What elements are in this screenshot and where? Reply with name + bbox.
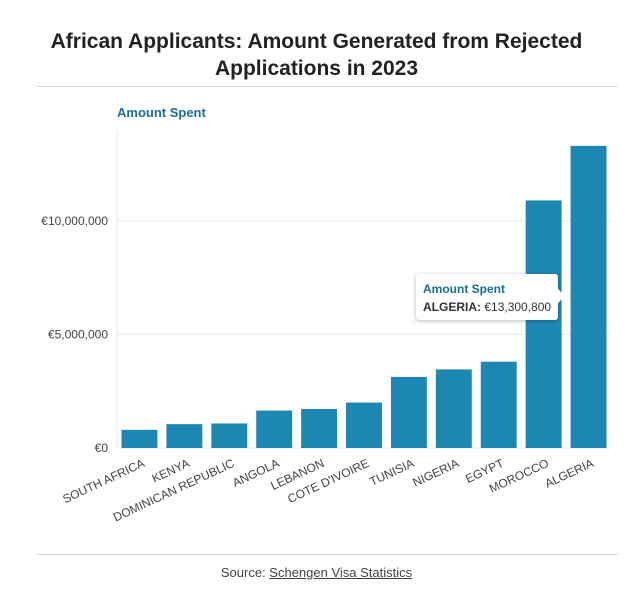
tooltip-row: ALGERIA: €13,300,800: [423, 300, 551, 314]
y-tick-label: €10,000,000: [41, 214, 108, 228]
source-link[interactable]: Schengen Visa Statistics: [269, 565, 413, 580]
tooltip: Amount Spent ALGERIA: €13,300,800: [416, 274, 565, 320]
x-tick-label: SOUTH AFRICA: [60, 456, 146, 506]
tooltip-title: Amount Spent: [423, 282, 505, 296]
x-tick-label: NIGERIA: [410, 456, 461, 490]
y-tick-label: €0: [95, 441, 109, 455]
bar: [435, 369, 472, 448]
y-tick-label: €5,000,000: [48, 327, 108, 341]
bar: [166, 424, 203, 448]
bottom-divider: [37, 554, 618, 555]
x-tick-label: TUNISIA: [367, 456, 416, 489]
bar: [121, 429, 158, 448]
chart-title: African Applicants: Amount Generated fro…: [50, 30, 583, 80]
bar: [390, 376, 427, 448]
bar: [301, 408, 338, 448]
bar: [480, 361, 517, 448]
bar: [256, 410, 293, 448]
bar: [525, 200, 562, 448]
tooltip-value: €13,300,800: [484, 300, 552, 314]
bar-chart: Amount Spent €0 €5,000,000 €10,000,000 SOUTH…: [41, 105, 611, 525]
top-divider: [37, 86, 618, 87]
bar: [211, 423, 248, 448]
tooltip-arrow: [558, 289, 565, 303]
source-line: Source: Schengen Visa Statistics: [0, 565, 633, 580]
x-tick-label: ALGERIA: [543, 456, 596, 491]
bar: [346, 402, 382, 448]
y-axis-label: Amount Spent: [117, 105, 206, 120]
bar: [570, 145, 607, 448]
tooltip-category: ALGERIA:: [423, 300, 481, 314]
source-prefix: Source:: [220, 565, 270, 580]
